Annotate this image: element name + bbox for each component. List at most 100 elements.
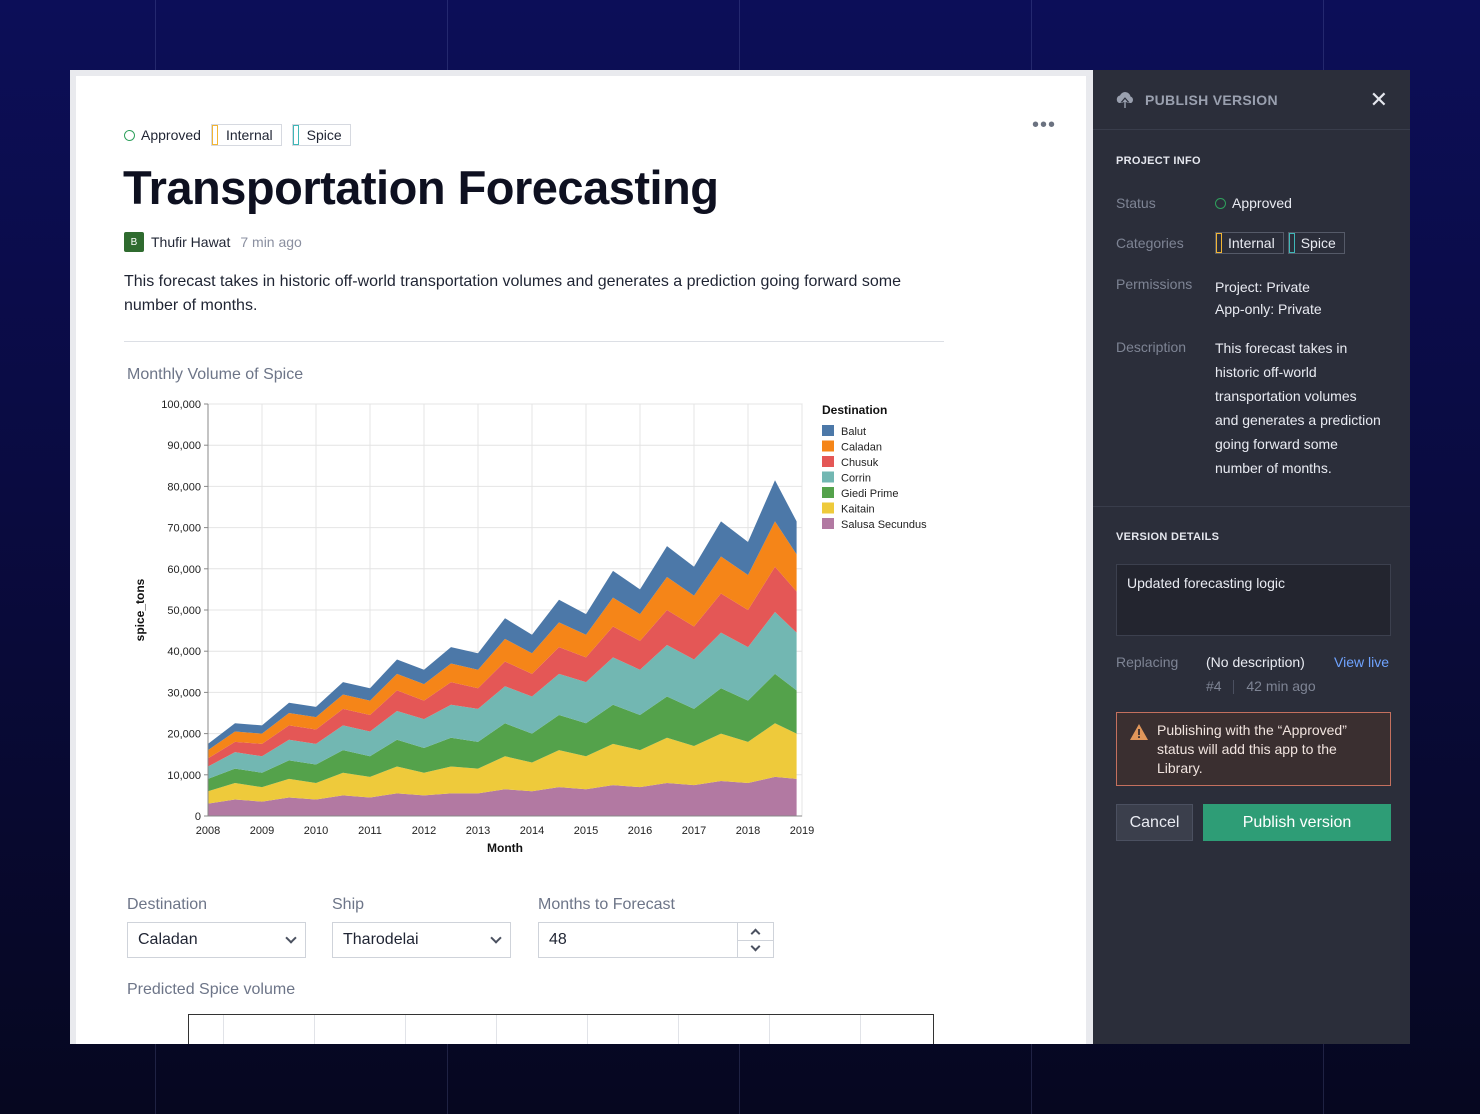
chevron-down-icon bbox=[750, 941, 761, 952]
replacing-meta: #4 42 min ago bbox=[1206, 678, 1316, 695]
project-description: This forecast takes in historic off-worl… bbox=[124, 273, 901, 314]
gridline bbox=[769, 1015, 770, 1044]
x-tick-label: 2008 bbox=[196, 825, 220, 837]
author-line: B Thufir Hawat 7 min ago bbox=[124, 232, 302, 252]
divider bbox=[124, 341, 944, 342]
x-tick-label: 2015 bbox=[574, 825, 598, 837]
permissions-value: Project: Private App-only: Private bbox=[1215, 279, 1322, 317]
x-tick-label: 2009 bbox=[250, 825, 274, 837]
legend-label: Salusa Secundus bbox=[841, 519, 927, 531]
category-tag-spice[interactable]: Spice bbox=[1287, 232, 1345, 254]
chart-title: Monthly Volume of Spice bbox=[127, 366, 304, 383]
chevron-down-icon bbox=[285, 932, 297, 944]
version-description-input[interactable]: Updated forecasting logic bbox=[1116, 564, 1391, 636]
ship-label: Ship bbox=[332, 896, 365, 913]
decrement-button[interactable] bbox=[738, 939, 773, 958]
y-tick-label: 60,000 bbox=[167, 564, 201, 576]
legend-label: Caladan bbox=[841, 442, 882, 454]
view-live-link[interactable]: View live bbox=[1334, 654, 1389, 670]
series-area-salusa-secundus bbox=[208, 776, 797, 816]
legend-label: Balut bbox=[841, 426, 866, 438]
destination-select[interactable]: Caladan bbox=[127, 922, 306, 958]
y-tick-label: 10,000 bbox=[167, 770, 201, 782]
legend-swatch bbox=[822, 518, 834, 529]
more-options-icon[interactable]: ••• bbox=[1032, 114, 1057, 136]
gridline bbox=[496, 1015, 497, 1044]
category-tag-internal[interactable]: Internal bbox=[1215, 232, 1284, 254]
y-axis-title: spice_tons bbox=[133, 578, 147, 641]
chevron-down-icon bbox=[490, 932, 502, 944]
y-tick-label: 30,000 bbox=[167, 687, 201, 699]
y-tick-label: 40,000 bbox=[167, 646, 201, 658]
replacing-value: (No description) bbox=[1206, 654, 1305, 670]
y-tick-label: 80,000 bbox=[167, 481, 201, 493]
series-area-chusuk bbox=[208, 566, 797, 767]
publish-version-button[interactable]: Publish version bbox=[1203, 804, 1391, 841]
series-area-corrin bbox=[208, 612, 797, 779]
legend-label: Kaitain bbox=[841, 504, 875, 516]
author-name[interactable]: Thufir Hawat bbox=[151, 234, 231, 250]
description-label: Description bbox=[1116, 339, 1187, 355]
x-tick-label: 2017 bbox=[682, 825, 706, 837]
legend-swatch bbox=[822, 440, 834, 452]
approved-status-icon bbox=[124, 129, 135, 141]
legend-label: Corrin bbox=[841, 473, 871, 485]
status-label: Status bbox=[1116, 195, 1156, 211]
approved-status-icon bbox=[1215, 197, 1226, 209]
internal-color-swatch bbox=[1216, 233, 1222, 253]
section-divider bbox=[1093, 506, 1410, 507]
status-badge: Approved bbox=[124, 127, 201, 143]
replacing-label: Replacing bbox=[1116, 654, 1179, 670]
page-title: Transportation Forecasting bbox=[123, 161, 719, 214]
legend-title: Destination bbox=[822, 403, 887, 417]
version-details-title: VERSION DETAILS bbox=[1116, 531, 1220, 543]
destination-label: Destination bbox=[127, 896, 208, 913]
internal-color-swatch bbox=[211, 125, 218, 145]
months-input[interactable]: 48 bbox=[538, 922, 774, 958]
predicted-chart bbox=[188, 1014, 934, 1044]
warning-callout: Publishing with the “Approved” status wi… bbox=[1116, 712, 1391, 786]
close-icon[interactable]: ✕ bbox=[1369, 86, 1388, 112]
gridline bbox=[860, 1015, 861, 1044]
quantity-stepper[interactable] bbox=[737, 923, 773, 957]
months-label: Months to Forecast bbox=[538, 896, 675, 913]
x-tick-label: 2010 bbox=[304, 825, 328, 837]
description-value: This forecast takes in historic off-worl… bbox=[1215, 340, 1381, 476]
gridline bbox=[678, 1015, 679, 1044]
chevron-up-icon bbox=[750, 928, 761, 939]
legend-swatch bbox=[822, 471, 834, 483]
legend-swatch bbox=[822, 487, 834, 498]
y-tick-label: 70,000 bbox=[167, 523, 201, 535]
spice-color-swatch bbox=[1288, 233, 1295, 253]
category-tag-internal[interactable]: Internal bbox=[210, 124, 282, 146]
y-tick-label: 90,000 bbox=[167, 440, 201, 452]
project-info-title: PROJECT INFO bbox=[1116, 155, 1201, 167]
x-tick-label: 2013 bbox=[466, 825, 490, 837]
series-area-caladan bbox=[208, 521, 797, 759]
timestamp: 7 min ago bbox=[240, 234, 302, 250]
x-axis-title: Month bbox=[487, 841, 523, 855]
gridline bbox=[314, 1015, 315, 1044]
x-tick-label: 2014 bbox=[520, 825, 544, 837]
legend-label: Giedi Prime bbox=[841, 488, 898, 500]
series-area-kaitain bbox=[208, 723, 797, 804]
warning-icon bbox=[1130, 724, 1148, 740]
panel-title: PUBLISH VERSION bbox=[1145, 91, 1278, 108]
x-tick-label: 2012 bbox=[412, 825, 436, 837]
category-tag-spice[interactable]: Spice bbox=[291, 124, 351, 146]
gridline bbox=[223, 1015, 224, 1044]
cancel-button[interactable]: Cancel bbox=[1116, 804, 1193, 841]
increment-button[interactable] bbox=[738, 923, 773, 940]
predicted-chart-title: Predicted Spice volume bbox=[127, 981, 296, 998]
y-tick-label: 0 bbox=[195, 811, 201, 823]
publish-panel: PUBLISH VERSION ✕ PROJECT INFO Status Ap… bbox=[1093, 70, 1410, 1044]
legend-label: Chusuk bbox=[841, 457, 879, 469]
panel-header: PUBLISH VERSION ✕ bbox=[1093, 70, 1410, 130]
legend-swatch bbox=[822, 425, 834, 436]
x-tick-label: 2016 bbox=[628, 825, 652, 837]
spice-color-swatch bbox=[292, 125, 299, 145]
separator bbox=[1233, 680, 1235, 695]
legend-swatch bbox=[822, 502, 834, 514]
doc-tags: Approved Internal Spice bbox=[124, 124, 351, 146]
ship-select[interactable]: Tharodelai bbox=[332, 922, 511, 958]
